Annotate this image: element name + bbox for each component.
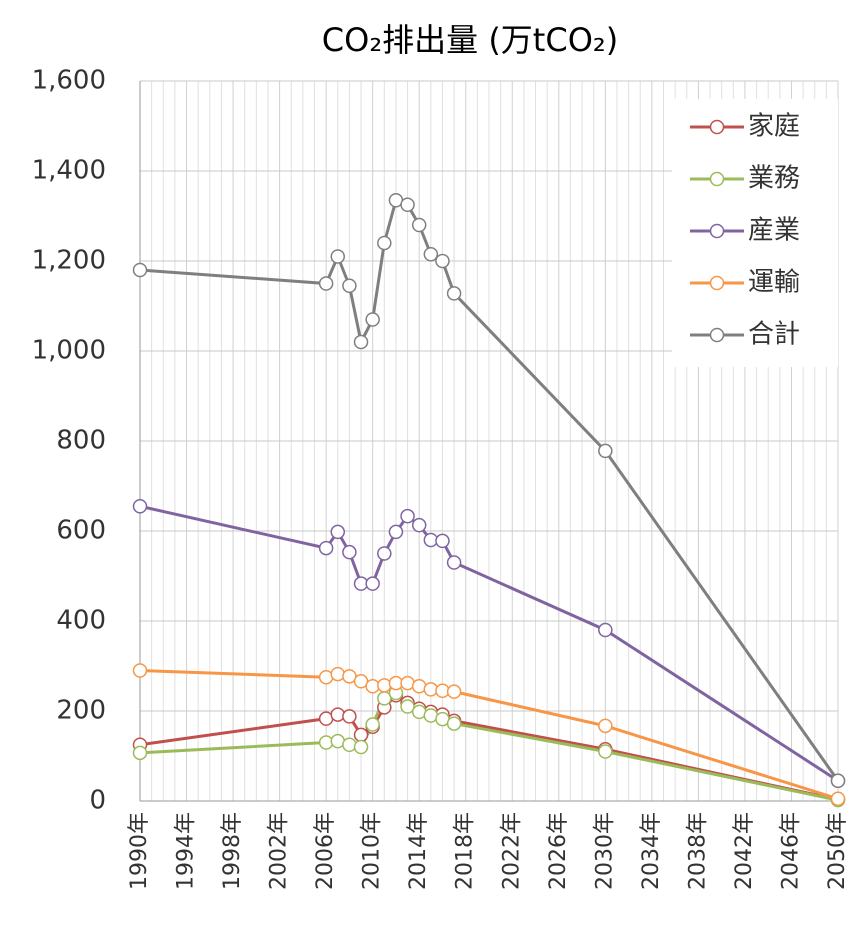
data-point: [365, 717, 380, 732]
legend-box: [672, 99, 838, 367]
data-point: [330, 707, 346, 722]
legend-marker: [709, 327, 725, 343]
x-tick-label: 2046年: [778, 812, 803, 890]
data-point: [365, 312, 380, 327]
data-point: [446, 555, 462, 570]
data-point: [830, 773, 846, 788]
data-point: [598, 744, 613, 759]
data-point: [132, 499, 148, 514]
legend-label: 合計: [748, 320, 800, 350]
y-tick-label: 1,400: [32, 156, 106, 186]
data-point: [365, 576, 380, 591]
data-point: [353, 727, 369, 743]
x-tick-label: 2026年: [546, 812, 571, 890]
x-tick-label: 1994年: [174, 812, 199, 890]
x-tick-label: 2034年: [639, 812, 664, 890]
x-tick-label: 2042年: [732, 812, 757, 890]
data-point: [388, 524, 404, 540]
y-tick-label: 1,600: [32, 66, 106, 96]
data-point: [377, 235, 392, 251]
data-point: [411, 517, 427, 533]
y-tick-label: 800: [56, 426, 106, 456]
x-tick-label: 2018年: [453, 812, 478, 890]
data-point: [342, 709, 357, 724]
x-tick-label: 1998年: [220, 812, 245, 890]
data-point: [598, 622, 613, 638]
data-point: [342, 544, 357, 560]
data-point: [446, 684, 462, 699]
data-point: [400, 699, 415, 714]
x-tick-label: 2038年: [685, 812, 710, 890]
x-tick-label: 2014年: [406, 812, 431, 890]
data-point: [411, 217, 427, 233]
legend-marker: [709, 223, 725, 239]
legend-label: 産業: [748, 216, 800, 246]
y-tick-label: 1,200: [32, 246, 106, 276]
y-tick-label: 200: [56, 696, 106, 726]
legend-label: 業務: [748, 164, 800, 194]
data-point: [353, 739, 369, 755]
legend-label: 家庭: [748, 112, 800, 142]
y-tick-label: 400: [56, 606, 106, 636]
data-point: [318, 540, 334, 556]
x-tick-label: 2006年: [313, 812, 338, 890]
y-tick-label: 600: [56, 516, 106, 546]
data-point: [598, 718, 613, 734]
data-point: [598, 443, 613, 459]
data-point: [132, 745, 148, 761]
y-tick-label: 1,000: [32, 336, 106, 366]
data-point: [330, 249, 346, 264]
data-point: [353, 334, 369, 350]
legend-marker: [709, 119, 725, 135]
data-point: [342, 278, 357, 293]
data-point: [132, 663, 148, 678]
x-tick-label: 1990年: [127, 812, 152, 890]
chart-title: CO₂排出量 (万tCO₂): [322, 21, 618, 59]
legend-marker: [709, 275, 725, 291]
data-point: [342, 737, 357, 752]
x-tick-label: 2050年: [825, 812, 850, 890]
data-point: [400, 197, 415, 212]
data-point: [132, 262, 148, 278]
x-tick-label: 2010年: [360, 812, 385, 890]
legend-label: 運輸: [748, 268, 800, 298]
x-tick-label: 2022年: [499, 812, 524, 890]
legend-marker: [709, 171, 725, 187]
data-point: [377, 546, 392, 561]
data-point: [423, 247, 439, 262]
data-point: [446, 286, 462, 301]
data-point: [446, 716, 462, 731]
y-tick-label: 0: [89, 786, 106, 816]
data-point: [330, 524, 346, 540]
data-point: [318, 276, 334, 291]
data-point: [330, 666, 346, 682]
data-point: [400, 508, 415, 524]
data-point: [435, 533, 450, 549]
x-tick-label: 2002年: [267, 812, 292, 890]
data-point: [377, 678, 392, 693]
data-point: [435, 253, 450, 269]
data-point: [830, 791, 846, 806]
x-tick-label: 2030年: [592, 812, 617, 890]
